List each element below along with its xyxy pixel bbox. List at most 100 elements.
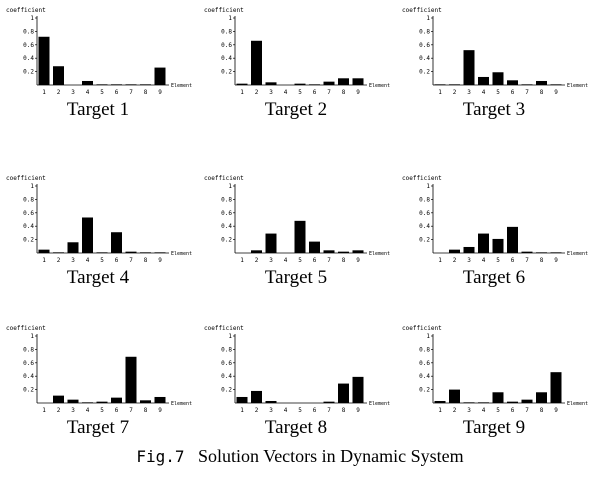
chart-3-xtick-label: 9	[554, 89, 558, 96]
chart-6-xtick-label: 6	[511, 257, 515, 264]
chart-3-ytick-label: 0.6	[419, 42, 430, 49]
chart-5-xtick-label: 1	[240, 257, 244, 264]
chart-1-ytick-label: 1	[30, 15, 34, 22]
chart-3-bar-7	[521, 84, 533, 85]
chart-2-ytick-label: 1	[228, 15, 232, 22]
chart-5-title: Target 5	[265, 267, 327, 288]
chart-7-bar-8	[140, 400, 151, 403]
chart-5-bar-8	[338, 251, 349, 253]
chart-4-xtick-label: 4	[86, 257, 90, 264]
chart-8-bar-2	[251, 390, 262, 403]
chart-9-bar-5	[492, 392, 504, 403]
chart-8-xtick-label: 3	[269, 407, 273, 414]
chart-3-ytick-label: 0.8	[419, 28, 430, 35]
chart-7-xtick-label: 9	[158, 407, 162, 414]
chart-1-bar-2	[53, 66, 64, 85]
chart-6-bar-4	[478, 233, 489, 253]
chart-2-title: Target 2	[265, 99, 327, 120]
chart-3-bar-2	[449, 84, 460, 85]
chart-8-xtick-label: 6	[313, 407, 317, 414]
chart-6-ytick-label: 0.8	[419, 196, 430, 203]
chart-1-bar-7	[125, 84, 137, 85]
chart-4-bar-9	[154, 252, 166, 253]
chart-7-xtick-label: 5	[100, 407, 104, 414]
chart-1-xtick-label: 5	[100, 89, 104, 96]
chart-8-ytick-label: 0.4	[221, 373, 232, 380]
chart-3-bar-6	[507, 80, 518, 85]
chart-4-bar-3	[67, 242, 79, 253]
chart-9-ytick-label: 0.8	[419, 346, 430, 353]
chart-7-bar-9	[154, 396, 166, 403]
chart-1-xtick-label: 9	[158, 89, 162, 96]
chart-6-bar-7	[521, 251, 533, 253]
chart-7-ytick-label: 0.4	[23, 373, 34, 380]
chart-7-xtick-label: 3	[71, 407, 75, 414]
chart-9-bar-6	[507, 401, 518, 403]
chart-9-xtick-label: 6	[511, 407, 515, 414]
chart-1-bar-5	[96, 84, 108, 85]
chart-5-xlabel: Element	[369, 251, 390, 257]
chart-8-ytick-label: 0.6	[221, 360, 232, 367]
chart-2-bar-9	[352, 78, 364, 85]
chart-9-ytick-label: 1	[426, 333, 430, 340]
chart-5-xtick-label: 5	[298, 257, 302, 264]
chart-2-xlabel: Element	[369, 83, 390, 89]
chart-4-xtick-label: 2	[57, 257, 61, 264]
chart-6-ytick-label: 0.2	[419, 237, 430, 244]
chart-3-xtick-label: 3	[467, 89, 471, 96]
chart-6-xtick-label: 8	[540, 257, 544, 264]
figure-caption: Fig.7 Solution Vectors in Dynamic System	[0, 446, 600, 467]
chart-6-bar-3	[463, 246, 475, 253]
chart-1-xtick-label: 4	[86, 89, 90, 96]
chart-4-xtick-label: 8	[144, 257, 148, 264]
chart-7-bar-5	[96, 401, 108, 403]
chart-7-xtick-label: 8	[144, 407, 148, 414]
figure-caption-text: Solution Vectors in Dynamic System	[198, 446, 464, 466]
chart-7-bar-7	[125, 356, 137, 403]
chart-7-bar-6	[111, 397, 122, 403]
chart-1-ytick-label: 0.4	[23, 55, 34, 62]
chart-2-ytick-label: 0.8	[221, 28, 232, 35]
chart-3-xtick-label: 1	[438, 89, 442, 96]
chart-9-ytick-label: 0.4	[419, 373, 430, 380]
chart-5-ytick-label: 1	[228, 183, 232, 190]
chart-9-xtick-label: 2	[453, 407, 457, 414]
chart-9-xtick-label: 7	[525, 407, 529, 414]
chart-9-ytick-label: 0.2	[419, 387, 430, 394]
chart-3-xtick-label: 2	[453, 89, 457, 96]
chart-8-title: Target 8	[265, 417, 327, 438]
chart-1-xlabel: Element	[171, 83, 192, 89]
chart-7-xtick-label: 4	[86, 407, 90, 414]
chart-1-xtick-label: 7	[129, 89, 133, 96]
chart-3-bar-3	[463, 50, 475, 85]
chart-1-bar-6	[111, 84, 122, 85]
chart-9-bar-2	[449, 389, 460, 403]
chart-5-ytick-label: 0.2	[221, 237, 232, 244]
chart-1-ytick-label: 0.8	[23, 28, 34, 35]
chart-8-xlabel: Element	[369, 401, 390, 407]
chart-3-xtick-label: 8	[540, 89, 544, 96]
chart-2-ylabel: coefficient	[204, 7, 244, 14]
chart-8-xtick-label: 7	[327, 407, 331, 414]
chart-4-xtick-label: 7	[129, 257, 133, 264]
chart-9-bar-3	[463, 402, 475, 403]
chart-4-ytick-label: 0.4	[23, 223, 34, 230]
chart-2-bar-1	[236, 83, 248, 85]
chart-5-xtick-label: 7	[327, 257, 331, 264]
chart-7-xtick-label: 6	[115, 407, 119, 414]
chart-7-ytick-label: 0.2	[23, 387, 34, 394]
chart-5-xtick-label: 3	[269, 257, 273, 264]
chart-1-bar-1	[38, 36, 50, 85]
chart-5-bar-5	[294, 220, 306, 253]
chart-2-xtick-label: 3	[269, 89, 273, 96]
chart-8-xtick-label: 2	[255, 407, 259, 414]
chart-4-xlabel: Element	[171, 251, 192, 257]
chart-4-bar-1	[38, 249, 50, 253]
chart-2-bar-8	[338, 78, 349, 85]
chart-9-bar-7	[521, 399, 533, 403]
chart-7-xlabel: Element	[171, 401, 192, 407]
chart-6-xtick-label: 7	[525, 257, 529, 264]
chart-6-ylabel: coefficient	[402, 175, 442, 182]
chart-8-ylabel: coefficient	[204, 325, 244, 332]
chart-1-ytick-label: 0.2	[23, 69, 34, 76]
